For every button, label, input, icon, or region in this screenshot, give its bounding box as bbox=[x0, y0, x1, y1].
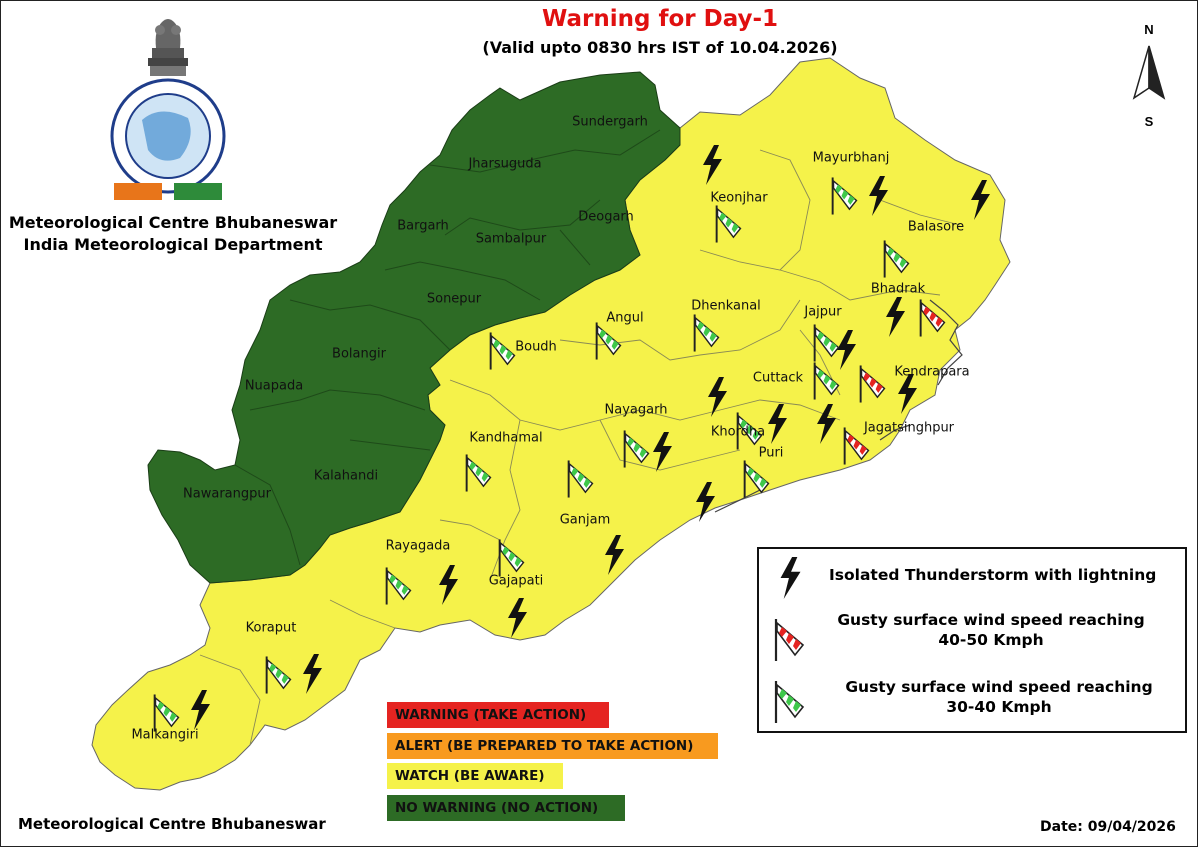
district-label-balasore: Balasore bbox=[907, 219, 965, 235]
validity-subtitle: (Valid upto 0830 hrs IST of 10.04.2026) bbox=[482, 38, 838, 57]
district-label-mayurbhanj: Mayurbhanj bbox=[812, 150, 890, 166]
color-key-no-warning: NO WARNING (NO ACTION) bbox=[387, 795, 625, 821]
district-label-jagatsinghpur: Jagatsinghpur bbox=[863, 420, 955, 436]
south-label: S bbox=[1145, 114, 1154, 129]
district-label-jharsuguda: Jharsuguda bbox=[468, 156, 542, 172]
legend-thunderstorm-label: Isolated Thunderstorm with lightning bbox=[829, 566, 1157, 584]
org-line-1: Meteorological Centre Bhubaneswar bbox=[8, 213, 338, 232]
legend-gusty-red-line2: 40-50 Kmph bbox=[938, 631, 1044, 649]
district-label-malkangiri: Malkangiri bbox=[131, 727, 199, 743]
color-key-watch: WATCH (BE AWARE) bbox=[387, 763, 563, 789]
legend-gusty-red-line1: Gusty surface wind speed reaching bbox=[837, 611, 1145, 629]
imd-logo bbox=[110, 19, 226, 200]
district-label-rayagada: Rayagada bbox=[385, 538, 451, 554]
org-line-2: India Meteorological Department bbox=[23, 235, 323, 254]
windsock-red-legend-icon bbox=[774, 619, 805, 661]
lion-capital-emblem-icon bbox=[148, 19, 188, 76]
symbol-legend: Isolated Thunderstorm with lightning Gus… bbox=[757, 547, 1187, 733]
district-label-kandhamal: Kandhamal bbox=[469, 430, 543, 446]
district-label-nayagarh: Nayagarh bbox=[604, 402, 668, 418]
district-label-angul: Angul bbox=[606, 310, 644, 326]
district-label-gajapati: Gajapati bbox=[488, 573, 544, 589]
district-label-puri: Puri bbox=[758, 445, 784, 461]
footer-organization: Meteorological Centre Bhubaneswar bbox=[18, 815, 326, 833]
district-label-sundergarh: Sundergarh bbox=[572, 114, 648, 130]
legend-gusty-red-label: Gusty surface wind speed reaching 40-50 … bbox=[821, 610, 1161, 650]
district-label-kendrapara: Kendrapara bbox=[894, 364, 970, 380]
legend-gusty-green-label: Gusty surface wind speed reaching 30-40 … bbox=[829, 677, 1169, 717]
district-label-jajpur: Jajpur bbox=[804, 304, 842, 320]
district-label-nuapada: Nuapada bbox=[244, 378, 304, 394]
district-label-kalahandi: Kalahandi bbox=[313, 468, 379, 484]
coastline-details bbox=[714, 299, 963, 513]
page-title: Warning for Day-1 bbox=[541, 6, 779, 32]
color-key-warning: WARNING (TAKE ACTION) bbox=[387, 702, 609, 728]
district-label-cuttack: Cuttack bbox=[752, 370, 804, 386]
organization-name: Meteorological Centre Bhubaneswar India … bbox=[8, 212, 338, 256]
footer-date: Date: 09/04/2026 bbox=[1040, 819, 1176, 835]
district-label-sambalpur: Sambalpur bbox=[475, 231, 547, 247]
district-label-bargarh: Bargarh bbox=[397, 218, 449, 234]
district-label-bolangir: Bolangir bbox=[332, 346, 386, 362]
district-label-ganjam: Ganjam bbox=[559, 512, 611, 528]
legend-gusty-green-line1: Gusty surface wind speed reaching bbox=[845, 678, 1153, 696]
green-district-borders bbox=[234, 129, 661, 566]
district-label-deogarh: Deogarh bbox=[578, 209, 634, 225]
district-label-bhadrak: Bhadrak bbox=[870, 281, 926, 297]
district-label-dhenkanal: Dhenkanal bbox=[691, 298, 761, 314]
thunder-legend-icon bbox=[780, 557, 801, 599]
no-warning-region bbox=[147, 71, 681, 584]
windsock-green-legend-icon bbox=[774, 681, 805, 723]
district-label-nawarangpur: Nawarangpur bbox=[183, 486, 271, 502]
district-label-koraput: Koraput bbox=[245, 620, 297, 636]
district-label-sonepur: Sonepur bbox=[426, 291, 482, 307]
legend-gusty-green-line2: 30-40 Kmph bbox=[946, 698, 1052, 716]
district-label-boudh: Boudh bbox=[515, 339, 557, 355]
north-arrow-icon: N S bbox=[1132, 22, 1166, 129]
north-label: N bbox=[1144, 22, 1153, 37]
district-label-keonjhar: Keonjhar bbox=[710, 190, 768, 206]
district-label-khordha: Khordha bbox=[710, 424, 766, 440]
color-key-alert: ALERT (BE PREPARED TO TAKE ACTION) bbox=[387, 733, 718, 759]
